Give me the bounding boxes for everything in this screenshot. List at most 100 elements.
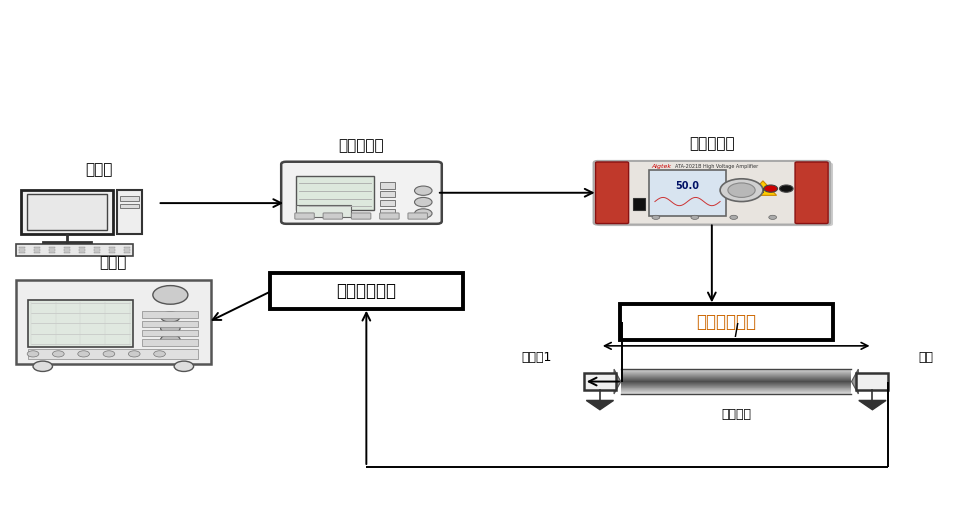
FancyBboxPatch shape <box>380 191 394 198</box>
Circle shape <box>720 179 763 202</box>
Text: ATA-2021B High Voltage Amplifier: ATA-2021B High Voltage Amplifier <box>675 164 758 169</box>
FancyBboxPatch shape <box>296 204 350 217</box>
Text: 功率放大器: 功率放大器 <box>689 137 735 152</box>
Circle shape <box>764 185 778 192</box>
FancyBboxPatch shape <box>19 246 24 248</box>
FancyBboxPatch shape <box>16 280 211 363</box>
FancyBboxPatch shape <box>795 162 829 224</box>
FancyBboxPatch shape <box>281 162 442 224</box>
Text: 信号发生器: 信号发生器 <box>339 138 385 153</box>
FancyBboxPatch shape <box>142 340 198 346</box>
FancyBboxPatch shape <box>109 246 115 248</box>
FancyBboxPatch shape <box>124 246 130 248</box>
FancyBboxPatch shape <box>49 252 55 253</box>
Circle shape <box>33 361 53 371</box>
FancyBboxPatch shape <box>34 249 40 251</box>
Circle shape <box>153 285 188 304</box>
FancyBboxPatch shape <box>295 213 314 219</box>
Text: 换能器1: 换能器1 <box>521 350 551 363</box>
FancyBboxPatch shape <box>120 196 139 201</box>
FancyBboxPatch shape <box>124 249 130 251</box>
FancyBboxPatch shape <box>64 249 70 251</box>
FancyBboxPatch shape <box>28 300 133 347</box>
FancyBboxPatch shape <box>856 373 888 390</box>
Circle shape <box>129 351 141 357</box>
Circle shape <box>728 183 755 198</box>
FancyBboxPatch shape <box>49 249 55 251</box>
FancyBboxPatch shape <box>34 252 40 253</box>
Text: 50.0: 50.0 <box>675 181 700 191</box>
Polygon shape <box>750 181 777 196</box>
FancyBboxPatch shape <box>109 249 115 251</box>
FancyBboxPatch shape <box>595 162 629 224</box>
Circle shape <box>652 215 660 219</box>
FancyBboxPatch shape <box>124 252 130 253</box>
FancyBboxPatch shape <box>380 200 394 206</box>
FancyBboxPatch shape <box>94 249 100 251</box>
FancyBboxPatch shape <box>120 204 139 209</box>
Circle shape <box>691 215 699 219</box>
FancyBboxPatch shape <box>380 209 394 215</box>
Circle shape <box>161 323 181 333</box>
Circle shape <box>161 311 181 322</box>
Circle shape <box>780 185 793 192</box>
Text: Aigtek: Aigtek <box>651 164 671 169</box>
FancyBboxPatch shape <box>28 349 198 359</box>
FancyBboxPatch shape <box>64 246 70 248</box>
Circle shape <box>161 334 181 345</box>
FancyBboxPatch shape <box>408 213 427 219</box>
FancyBboxPatch shape <box>19 252 24 253</box>
FancyBboxPatch shape <box>380 183 394 189</box>
FancyBboxPatch shape <box>597 163 627 223</box>
Text: $\it{l}$: $\it{l}$ <box>733 323 740 341</box>
Circle shape <box>415 186 432 196</box>
FancyBboxPatch shape <box>142 311 198 318</box>
FancyBboxPatch shape <box>16 244 133 256</box>
FancyBboxPatch shape <box>79 249 85 251</box>
Polygon shape <box>614 369 621 394</box>
FancyBboxPatch shape <box>109 252 115 253</box>
Circle shape <box>153 351 165 357</box>
FancyBboxPatch shape <box>593 161 830 225</box>
FancyBboxPatch shape <box>633 198 645 210</box>
FancyBboxPatch shape <box>584 373 616 390</box>
Text: 阻抗匹配电路: 阻抗匹配电路 <box>697 313 756 331</box>
FancyBboxPatch shape <box>34 246 40 248</box>
Circle shape <box>730 215 738 219</box>
Text: 示波器: 示波器 <box>100 256 127 270</box>
Text: 低通滤波电路: 低通滤波电路 <box>337 282 396 300</box>
FancyBboxPatch shape <box>596 163 833 226</box>
Text: !: ! <box>761 188 764 193</box>
FancyBboxPatch shape <box>49 246 55 248</box>
Circle shape <box>53 351 64 357</box>
Circle shape <box>769 215 777 219</box>
FancyBboxPatch shape <box>79 246 85 248</box>
FancyBboxPatch shape <box>26 194 107 230</box>
FancyBboxPatch shape <box>19 249 24 251</box>
FancyBboxPatch shape <box>269 273 464 309</box>
FancyBboxPatch shape <box>64 252 70 253</box>
FancyBboxPatch shape <box>380 213 399 219</box>
FancyBboxPatch shape <box>142 321 198 327</box>
FancyBboxPatch shape <box>649 170 726 216</box>
FancyBboxPatch shape <box>142 330 198 336</box>
Circle shape <box>78 351 90 357</box>
Circle shape <box>27 351 39 357</box>
FancyBboxPatch shape <box>296 176 374 210</box>
FancyBboxPatch shape <box>117 190 142 234</box>
FancyBboxPatch shape <box>20 190 113 234</box>
Circle shape <box>103 351 115 357</box>
Text: 上位机: 上位机 <box>85 162 112 177</box>
Circle shape <box>415 209 432 218</box>
FancyBboxPatch shape <box>94 246 100 248</box>
FancyBboxPatch shape <box>94 252 100 253</box>
FancyBboxPatch shape <box>79 252 85 253</box>
FancyBboxPatch shape <box>351 213 371 219</box>
Polygon shape <box>859 400 886 410</box>
FancyBboxPatch shape <box>323 213 343 219</box>
Polygon shape <box>851 369 858 394</box>
FancyBboxPatch shape <box>620 304 833 340</box>
Text: 石墨电极: 石墨电极 <box>721 408 752 421</box>
Circle shape <box>415 198 432 207</box>
Text: 换能: 换能 <box>918 350 933 363</box>
